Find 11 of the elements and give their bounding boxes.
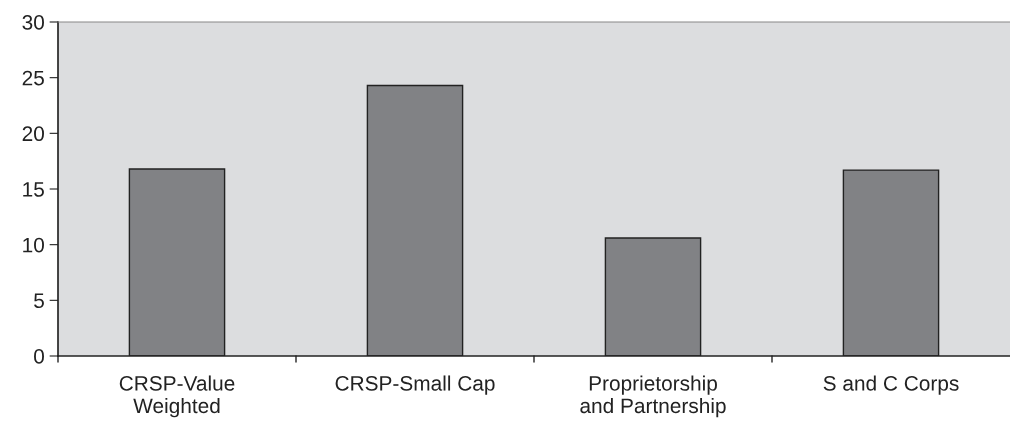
y-tick-label: 0 xyxy=(34,349,44,364)
x-tick-label: S and C Corps xyxy=(823,375,959,395)
y-tick-label: 5 xyxy=(34,293,44,309)
y-tick-label: 25 xyxy=(22,70,44,86)
x-tick-label: CRSP-Value Weighted xyxy=(119,375,235,418)
y-tick-label: 10 xyxy=(23,237,44,253)
y-tick-label: 20 xyxy=(22,126,44,142)
y-tick-label: 30 xyxy=(22,15,44,30)
x-tick-label: Proprietorship and Partnership xyxy=(580,375,726,418)
y-tick-label: 15 xyxy=(23,182,44,197)
x-tick-label: CRSP-Small Cap xyxy=(335,375,495,395)
